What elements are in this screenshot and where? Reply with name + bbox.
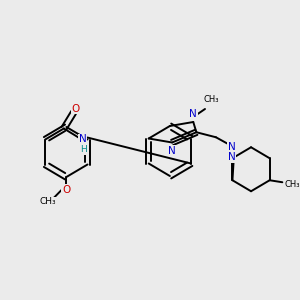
Text: CH₃: CH₃ [203, 95, 219, 104]
Text: CH₃: CH₃ [40, 197, 56, 206]
Text: N: N [228, 152, 235, 162]
Text: O: O [62, 185, 70, 195]
Text: N: N [168, 146, 176, 155]
Text: O: O [71, 103, 80, 113]
Text: CH₃: CH₃ [284, 180, 300, 189]
Text: H: H [80, 145, 87, 154]
Text: N: N [228, 142, 236, 152]
Text: N: N [189, 109, 197, 119]
Text: N: N [79, 134, 86, 145]
